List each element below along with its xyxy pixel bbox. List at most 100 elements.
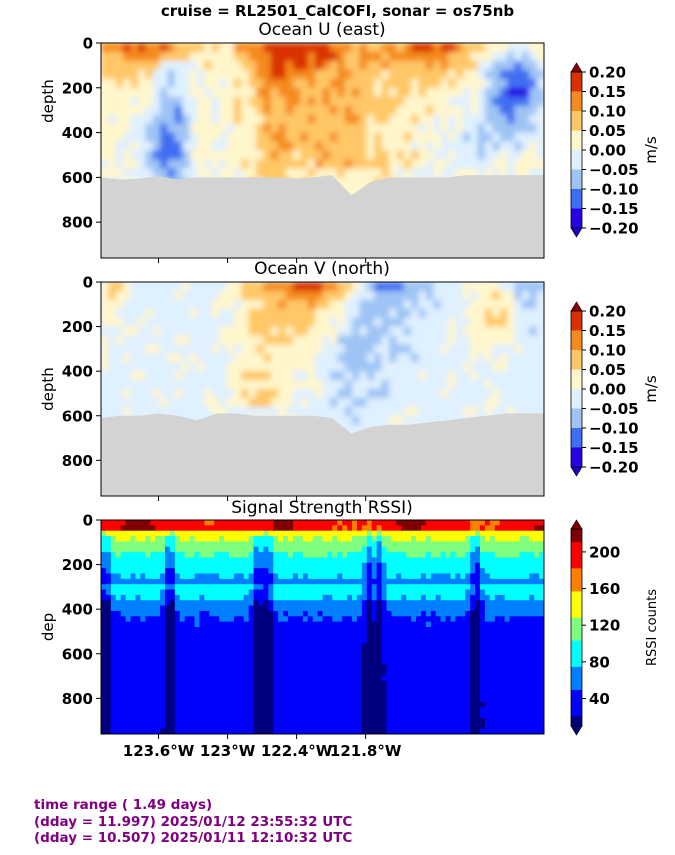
- velocity-cell: [448, 69, 457, 80]
- velocity-cell: [315, 371, 324, 381]
- rssi-cell: [204, 691, 210, 698]
- velocity-cell: [219, 397, 228, 408]
- rssi-cell: [155, 621, 161, 628]
- rssi-cell: [238, 536, 245, 542]
- velocity-cell: [300, 380, 309, 390]
- velocity-cell: [174, 406, 184, 417]
- rssi-cell: [307, 605, 314, 612]
- velocity-cell: [448, 60, 457, 71]
- rssi-cell: [288, 610, 294, 617]
- rssi-cell: [164, 701, 171, 708]
- velocity-cell: [470, 43, 479, 53]
- velocity-cell: [285, 141, 294, 152]
- rssi-cell: [283, 541, 289, 548]
- velocity-cell: [233, 78, 243, 89]
- velocity-cell: [536, 168, 544, 179]
- velocity-cell: [211, 371, 220, 381]
- rssi-cell: [199, 610, 205, 617]
- velocity-cell: [388, 317, 398, 328]
- velocity-cell: [123, 326, 132, 337]
- velocity-cell: [160, 380, 169, 390]
- rssi-cell: [160, 648, 166, 655]
- rssi-cell: [268, 728, 274, 734]
- rssi-cell: [105, 578, 112, 585]
- velocity-cell: [315, 353, 324, 364]
- velocity-cell: [160, 123, 169, 134]
- velocity-cell: [462, 114, 471, 125]
- velocity-cell: [315, 87, 324, 98]
- velocity-cell: [521, 371, 531, 381]
- rssi-cell: [209, 680, 215, 687]
- velocity-cell: [388, 105, 398, 116]
- rssi-cell: [155, 546, 161, 553]
- velocity-cell: [130, 69, 139, 80]
- velocity-cell: [337, 282, 346, 292]
- velocity-cell: [388, 335, 398, 346]
- rssi-cell: [120, 568, 127, 575]
- velocity-cell: [425, 168, 435, 179]
- velocity-cell: [352, 51, 361, 62]
- rssi-cell: [312, 685, 319, 692]
- velocity-cell: [108, 78, 117, 89]
- velocity-cell: [396, 150, 405, 161]
- velocity-cell: [226, 123, 235, 134]
- velocity-cell: [411, 317, 420, 328]
- rssi-cell: [189, 584, 196, 591]
- velocity-cell: [241, 344, 250, 355]
- rssi-cell: [312, 659, 319, 666]
- velocity-cell: [514, 105, 523, 116]
- velocity-cell: [507, 159, 516, 170]
- rssi-cell: [179, 557, 186, 564]
- panel-u-ylabel: depth: [39, 79, 57, 123]
- velocity-cell: [396, 43, 405, 53]
- rssi-cell: [125, 643, 132, 649]
- velocity-cell: [226, 299, 235, 310]
- rssi-cell: [263, 627, 269, 633]
- rssi-cell: [145, 675, 151, 682]
- rssi-cell: [199, 568, 205, 575]
- velocity-cell: [123, 96, 132, 107]
- velocity-cell: [182, 290, 191, 301]
- velocity-cell: [507, 78, 516, 89]
- velocity-cell: [477, 371, 486, 381]
- rssi-cell: [189, 616, 196, 623]
- velocity-cell: [433, 380, 442, 390]
- velocity-cell: [152, 114, 161, 125]
- velocity-cell: [455, 69, 464, 80]
- rssi-cell: [288, 520, 294, 526]
- rssi-cell: [120, 643, 127, 649]
- velocity-cell: [123, 51, 132, 62]
- velocity-cell: [322, 114, 331, 125]
- rssi-cell: [204, 680, 210, 687]
- rssi-cell: [248, 573, 255, 580]
- velocity-cell: [322, 51, 331, 62]
- velocity-cell: [278, 43, 287, 53]
- velocity-cell: [256, 335, 265, 346]
- velocity-cell: [263, 326, 272, 337]
- velocity-cell: [381, 51, 390, 62]
- rssi-cell: [160, 600, 166, 607]
- rssi-cell: [199, 536, 205, 542]
- rssi-cell: [194, 557, 201, 564]
- rssi-cell: [160, 616, 166, 623]
- rssi-cell: [253, 685, 260, 692]
- rssi-cell: [288, 701, 294, 708]
- rssi-cell: [268, 536, 274, 542]
- panel-u-title: Ocean U (east): [258, 20, 385, 40]
- velocity-cell: [219, 308, 228, 319]
- velocity-cell: [256, 150, 265, 161]
- rssi-cell: [214, 723, 220, 730]
- rssi-cell: [233, 552, 240, 559]
- velocity-cell: [536, 335, 544, 346]
- rssi-cell: [268, 578, 274, 585]
- velocity-cell: [529, 168, 538, 179]
- velocity-cell: [152, 362, 161, 372]
- velocity-cell: [130, 290, 139, 301]
- velocity-cell: [329, 43, 339, 53]
- rssi-cell: [288, 637, 294, 644]
- rssi-cell: [110, 546, 117, 553]
- velocity-cell: [292, 299, 302, 310]
- velocity-cell: [196, 335, 206, 346]
- velocity-cell: [167, 308, 176, 319]
- velocity-cell: [233, 380, 243, 390]
